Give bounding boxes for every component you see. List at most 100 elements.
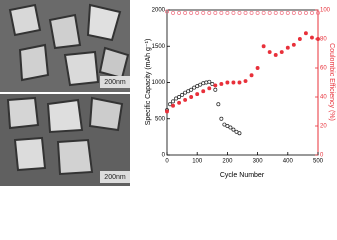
data-point [195, 92, 200, 97]
figure: 200nm 200nm Cycle Number Specific Capaci… [0, 0, 335, 186]
data-point [189, 95, 194, 99]
data-point [231, 127, 236, 132]
data-point [285, 10, 290, 15]
data-point [201, 10, 206, 15]
data-point [267, 10, 272, 15]
x-tick-label: 400 [283, 159, 294, 165]
data-point [183, 97, 188, 102]
data-point [243, 10, 248, 15]
y-tick-label: 500 [155, 116, 166, 122]
data-point [310, 10, 314, 15]
sem-image-top: 200nm [0, 0, 130, 92]
data-point [237, 80, 242, 85]
data-point [210, 81, 215, 86]
data-point [231, 10, 236, 15]
x-tick-label: 200 [222, 159, 233, 165]
scale-label: 200nm [104, 79, 126, 86]
data-point [189, 10, 194, 15]
data-point [273, 10, 278, 15]
data-point [285, 45, 290, 50]
data-point [177, 95, 182, 99]
data-point [303, 31, 308, 36]
data-point [186, 89, 191, 94]
data-point [231, 80, 236, 85]
y2-tick-label: 100 [320, 8, 331, 14]
data-point [171, 99, 175, 104]
data-point [243, 79, 248, 84]
page: {"images": [{"scale_label": "200nm"}, {"… [0, 0, 336, 186]
data-point [213, 10, 218, 15]
scale-label: 200nm [104, 174, 126, 181]
y2-tick-label: 40 [320, 95, 327, 101]
data-point [279, 10, 284, 15]
plot-frame [166, 9, 319, 156]
data-point [216, 102, 221, 107]
data-point [171, 103, 175, 108]
data-point [219, 81, 224, 86]
data-point [261, 44, 266, 49]
data-point [207, 10, 212, 15]
y-tick-label: 1500 [152, 44, 166, 50]
data-point [267, 50, 272, 55]
y2-tick-label: 80 [320, 37, 327, 43]
data-point [165, 109, 169, 114]
data-point [183, 90, 188, 95]
x-axis-title: Cycle Number [220, 172, 265, 179]
data-point [237, 10, 242, 15]
data-point [249, 10, 254, 15]
data-point [273, 53, 278, 57]
data-point [195, 10, 200, 15]
data-point [177, 10, 182, 15]
x-tick-label: 500 [313, 159, 324, 165]
data-point [168, 102, 172, 107]
y-tick-label: 2000 [152, 8, 166, 14]
x-tick-label: 0 [165, 159, 169, 165]
data-point [207, 86, 212, 91]
data-point [174, 96, 179, 101]
data-point [249, 73, 254, 78]
data-point [183, 10, 188, 15]
data-point [237, 131, 242, 136]
y-axis-title: Specific Capacity (mAh g⁻¹) [145, 39, 152, 126]
sem-image-bottom: 200nm [0, 94, 130, 186]
data-point [177, 100, 182, 105]
data-point [195, 84, 200, 89]
data-point [291, 10, 296, 15]
y2-tick-label: 20 [320, 124, 327, 130]
y2-tick-label: 60 [320, 66, 327, 72]
x-tick-label: 300 [253, 159, 264, 165]
data-point [180, 92, 185, 97]
data-point [291, 42, 296, 47]
data-point [225, 80, 230, 85]
data-point [198, 82, 203, 87]
x-tick-label: 100 [192, 159, 203, 165]
data-point [171, 10, 175, 15]
data-point [255, 10, 260, 15]
y-tick-label: 1000 [152, 80, 166, 86]
data-point [316, 10, 320, 15]
data-point [165, 9, 169, 14]
data-point [201, 89, 206, 94]
data-point [228, 125, 233, 130]
data-point [207, 79, 212, 84]
data-point [222, 122, 227, 127]
data-point [261, 10, 266, 15]
data-point [310, 35, 314, 40]
y2-tick-label: 0 [320, 153, 324, 159]
data-point [192, 85, 197, 90]
data-point [234, 129, 239, 134]
data-point [225, 10, 230, 15]
data-point [225, 124, 230, 128]
data-point [279, 50, 284, 55]
y2-axis-title: Coulombic Efficiency (%) [328, 43, 335, 121]
data-point [255, 66, 260, 70]
data-point [189, 87, 194, 92]
data-point [219, 116, 224, 121]
data-point [213, 87, 218, 92]
y-tick-label: 0 [162, 153, 166, 159]
data-point [297, 37, 302, 41]
data-point [213, 83, 218, 88]
data-point [303, 10, 308, 15]
data-point [316, 37, 320, 41]
data-point [219, 10, 224, 15]
